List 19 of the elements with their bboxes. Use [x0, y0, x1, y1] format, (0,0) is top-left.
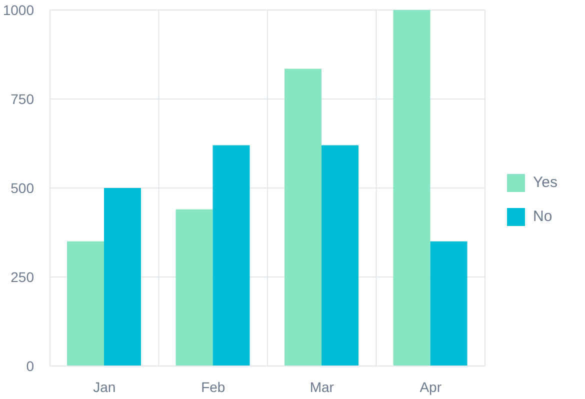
x-tick-label: Feb [201, 378, 226, 395]
legend-label: No [533, 208, 552, 224]
bar [393, 10, 430, 366]
bar [430, 241, 468, 366]
bar [176, 209, 213, 366]
y-tick-label: 500 [10, 180, 34, 196]
bar [322, 145, 358, 366]
y-tick-label: 750 [10, 90, 34, 107]
bar [284, 68, 322, 366]
y-tick-label: 250 [10, 268, 34, 285]
bar [104, 188, 141, 366]
y-tick-label: 0 [26, 358, 34, 374]
bar [212, 145, 250, 366]
bar [67, 241, 104, 366]
y-tick-label: 1000 [2, 2, 34, 18]
legend-label: Yes [533, 174, 558, 190]
x-tick-label: Apr [420, 378, 442, 395]
x-tick-label: Mar [310, 378, 334, 395]
x-tick-label: Jan [93, 378, 116, 395]
